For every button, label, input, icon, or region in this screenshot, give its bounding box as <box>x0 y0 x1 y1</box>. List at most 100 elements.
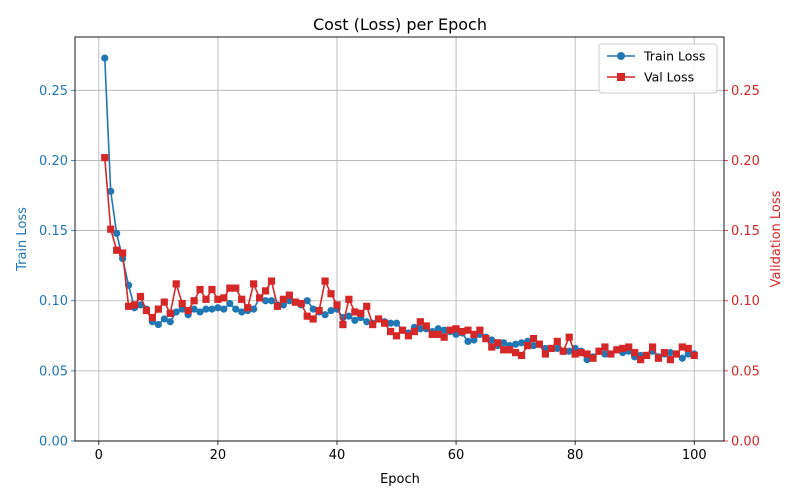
val-loss-point <box>637 356 645 364</box>
val-loss-point <box>386 327 395 336</box>
val-loss-point <box>107 225 115 233</box>
y-axis-left-title: Train Loss <box>15 207 30 272</box>
val-loss-point <box>523 342 532 350</box>
val-loss-point <box>470 330 478 338</box>
train-loss-point <box>666 349 675 357</box>
val-loss-point <box>333 301 341 309</box>
val-loss-point <box>660 349 669 357</box>
val-loss-point <box>130 301 139 309</box>
x-tick-label: 0 <box>95 448 103 463</box>
val-loss-point <box>583 350 591 358</box>
y-left-tick-label: 0.15 <box>39 224 68 239</box>
val-loss-point <box>220 294 228 302</box>
val-loss-point <box>541 350 549 358</box>
train-loss-point <box>500 339 508 347</box>
legend-val-marker <box>617 73 625 81</box>
train-loss-point <box>327 306 335 315</box>
val-loss-point <box>309 315 317 323</box>
val-loss-point <box>279 295 287 303</box>
val-loss-point <box>559 347 567 355</box>
val-loss-point <box>190 297 198 305</box>
val-loss-point <box>553 337 561 346</box>
train-loss-point <box>202 305 210 313</box>
val-loss-point <box>625 343 633 351</box>
legend-train-label: Train Loss <box>643 49 705 64</box>
train-loss-point <box>416 325 424 333</box>
val-loss-point <box>261 287 270 295</box>
val-loss-point <box>285 291 293 299</box>
train-loss-point <box>190 305 198 313</box>
val-loss-point <box>160 298 168 306</box>
val-loss-point <box>607 350 615 358</box>
train-loss-point <box>684 350 692 358</box>
y-right-tick-label: 0.20 <box>731 154 760 169</box>
val-loss-point <box>369 320 377 329</box>
val-loss-point <box>589 354 597 362</box>
val-loss-point <box>672 350 680 358</box>
x-tick-label: 20 <box>210 448 227 463</box>
val-loss-point <box>113 246 121 254</box>
val-loss-point <box>226 284 234 292</box>
train-loss-point <box>166 318 174 326</box>
y-right-tick-label: 0.25 <box>731 84 760 99</box>
train-loss-point <box>267 297 276 305</box>
val-loss-point <box>690 351 698 360</box>
val-loss-point <box>381 319 389 327</box>
train-loss-point <box>470 336 478 344</box>
train-loss-point <box>196 308 204 316</box>
val-loss-point <box>345 295 353 303</box>
y-axis-right-title: Validation Loss <box>769 190 784 287</box>
val-loss-point <box>255 294 264 302</box>
train-loss-point <box>452 330 460 338</box>
val-loss-point <box>315 306 323 315</box>
val-loss-point <box>500 346 508 354</box>
val-loss-point <box>464 326 472 334</box>
val-loss-point <box>416 318 424 326</box>
val-loss-point <box>684 344 692 353</box>
train-loss-point <box>107 187 115 195</box>
y-right-tick-label: 0.05 <box>731 364 760 379</box>
train-loss-point <box>553 344 561 353</box>
val-loss-point <box>357 309 365 317</box>
val-loss-point <box>428 330 436 338</box>
val-loss-point <box>273 302 282 310</box>
val-loss-point <box>142 306 151 315</box>
val-loss-point <box>631 349 639 357</box>
train-loss-point <box>172 308 180 316</box>
val-loss-point <box>517 351 526 360</box>
val-loss-point <box>422 322 430 330</box>
train-loss-point <box>678 354 686 362</box>
val-loss-point <box>654 354 663 362</box>
val-loss-point <box>232 284 240 292</box>
val-loss-point <box>476 326 484 334</box>
train-loss-point <box>178 305 186 313</box>
val-loss-point <box>642 351 651 360</box>
val-loss-point <box>547 344 555 353</box>
val-loss-point <box>250 280 258 288</box>
val-loss-point <box>506 346 514 354</box>
x-tick-label: 80 <box>567 448 584 463</box>
y-left-tick-label: 0.25 <box>39 84 68 99</box>
train-loss-point <box>250 305 258 313</box>
val-loss-point <box>303 312 311 320</box>
val-loss-point <box>488 343 496 351</box>
train-loss-point <box>285 297 293 305</box>
val-loss-point <box>202 295 210 303</box>
val-loss-point <box>648 343 657 351</box>
train-loss-point <box>363 318 371 326</box>
val-loss-point <box>321 277 329 285</box>
train-loss-point <box>583 356 591 364</box>
val-loss-point <box>595 347 603 355</box>
val-loss-point <box>613 346 621 354</box>
train-loss-point <box>279 301 287 309</box>
train-loss-point <box>309 305 317 313</box>
val-loss-point <box>351 308 359 316</box>
val-loss-point <box>172 280 180 288</box>
val-loss-point <box>577 349 585 357</box>
train-loss-point <box>601 350 609 358</box>
train-loss-point <box>392 319 401 327</box>
train-loss-point <box>321 311 329 319</box>
val-loss-point <box>571 350 579 358</box>
x-tick-label: 100 <box>682 448 707 463</box>
